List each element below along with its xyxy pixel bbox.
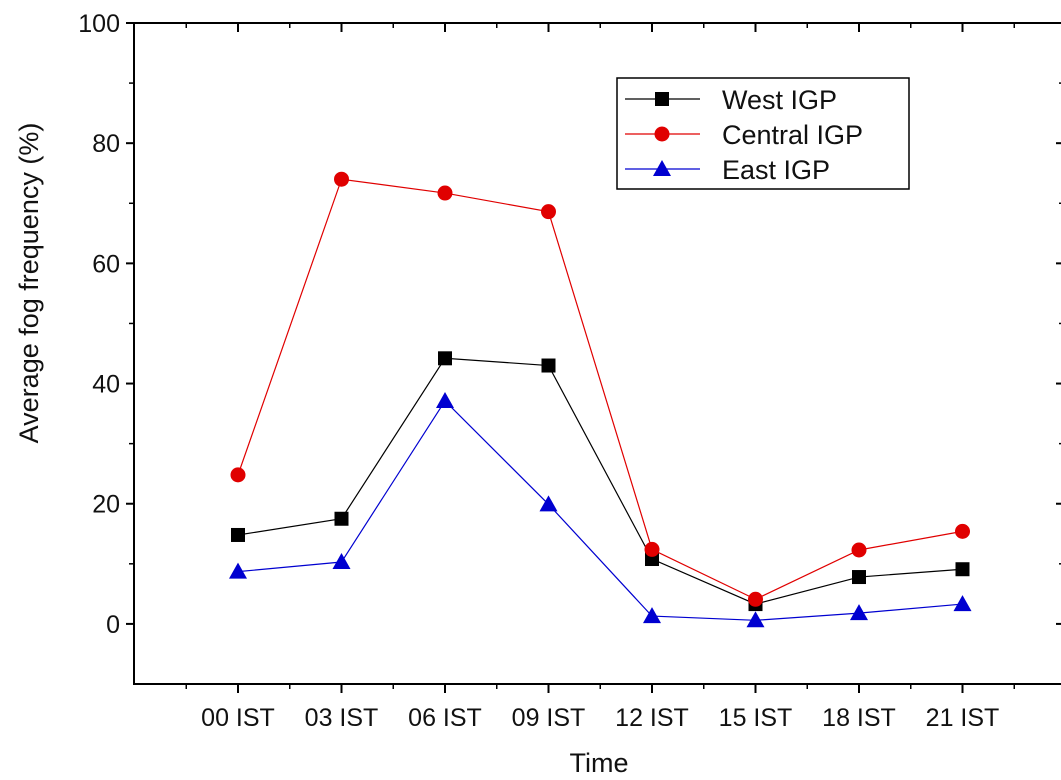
data-point-east-igp	[850, 604, 868, 621]
data-point-east-igp	[436, 391, 454, 408]
y-axis: 0 20 40 60 80 100	[78, 10, 1061, 639]
data-point-west-igp	[541, 358, 556, 373]
y-tick-label: 60	[92, 250, 120, 278]
y-tick-label: 0	[106, 611, 120, 639]
data-point-central-igp	[541, 204, 556, 220]
data-point-central-igp	[437, 185, 453, 201]
series-layer	[229, 171, 972, 628]
x-tick-label: 00 IST	[201, 704, 275, 732]
series-central-igp	[230, 171, 970, 607]
x-tick-label: 21 IST	[926, 704, 1000, 732]
legend-item-east-igp: East IGP	[625, 155, 830, 185]
data-point-west-igp	[955, 562, 970, 577]
legend-item-central-igp: Central IGP	[625, 120, 863, 150]
data-point-west-igp	[231, 527, 245, 542]
legend-label-east-igp: East IGP	[722, 155, 830, 185]
x-axis: 00 IST 03 IST 06 IST 09 IST 12 IST 15 IST 18 I…	[185, 23, 1015, 732]
data-point-east-igp	[643, 607, 661, 624]
data-point-west-igp	[334, 511, 349, 526]
data-point-east-igp	[539, 495, 558, 512]
data-point-central-igp	[644, 541, 660, 557]
y-tick-label: 100	[78, 10, 120, 38]
data-point-east-igp	[229, 562, 247, 579]
data-point-central-igp	[748, 591, 763, 607]
series-east-igp	[229, 391, 972, 628]
legend-label-central-igp: Central IGP	[722, 120, 863, 150]
data-point-west-igp	[852, 570, 866, 585]
legend-marker-west-igp	[655, 92, 669, 106]
data-point-east-igp	[953, 595, 972, 612]
plot-frame	[133, 22, 1061, 685]
y-tick-label: 40	[92, 371, 120, 399]
legend-marker-east-igp	[653, 160, 671, 176]
data-point-west-igp	[438, 351, 452, 366]
x-tick-label: 18 IST	[822, 704, 896, 732]
x-tick-label: 06 IST	[408, 704, 482, 732]
y-axis-label: Average fog frequency (%)	[14, 123, 44, 444]
x-tick-label: 03 IST	[305, 704, 379, 732]
x-tick-label: 15 IST	[719, 704, 793, 732]
series-west-igp	[231, 351, 970, 612]
x-tick-label: 09 IST	[512, 704, 586, 732]
legend-marker-central-igp	[654, 126, 670, 142]
x-tick-label: 12 IST	[615, 704, 689, 732]
legend: West IGP Central IGP East IGP	[616, 77, 910, 190]
y-tick-label: 80	[92, 130, 120, 158]
data-point-central-igp	[230, 467, 246, 483]
legend-label-west-igp: West IGP	[722, 85, 837, 115]
series-line-central-igp	[237, 178, 963, 600]
data-point-central-igp	[851, 542, 867, 558]
series-line-east-igp	[237, 400, 963, 621]
data-point-central-igp	[955, 523, 970, 539]
data-point-central-igp	[334, 171, 349, 187]
data-point-east-igp	[746, 611, 765, 628]
legend-item-west-igp: West IGP	[625, 85, 837, 115]
x-axis-label: Time	[570, 748, 629, 778]
y-tick-label: 20	[92, 491, 120, 519]
series-line-west-igp	[237, 357, 963, 605]
data-point-east-igp	[332, 553, 351, 570]
